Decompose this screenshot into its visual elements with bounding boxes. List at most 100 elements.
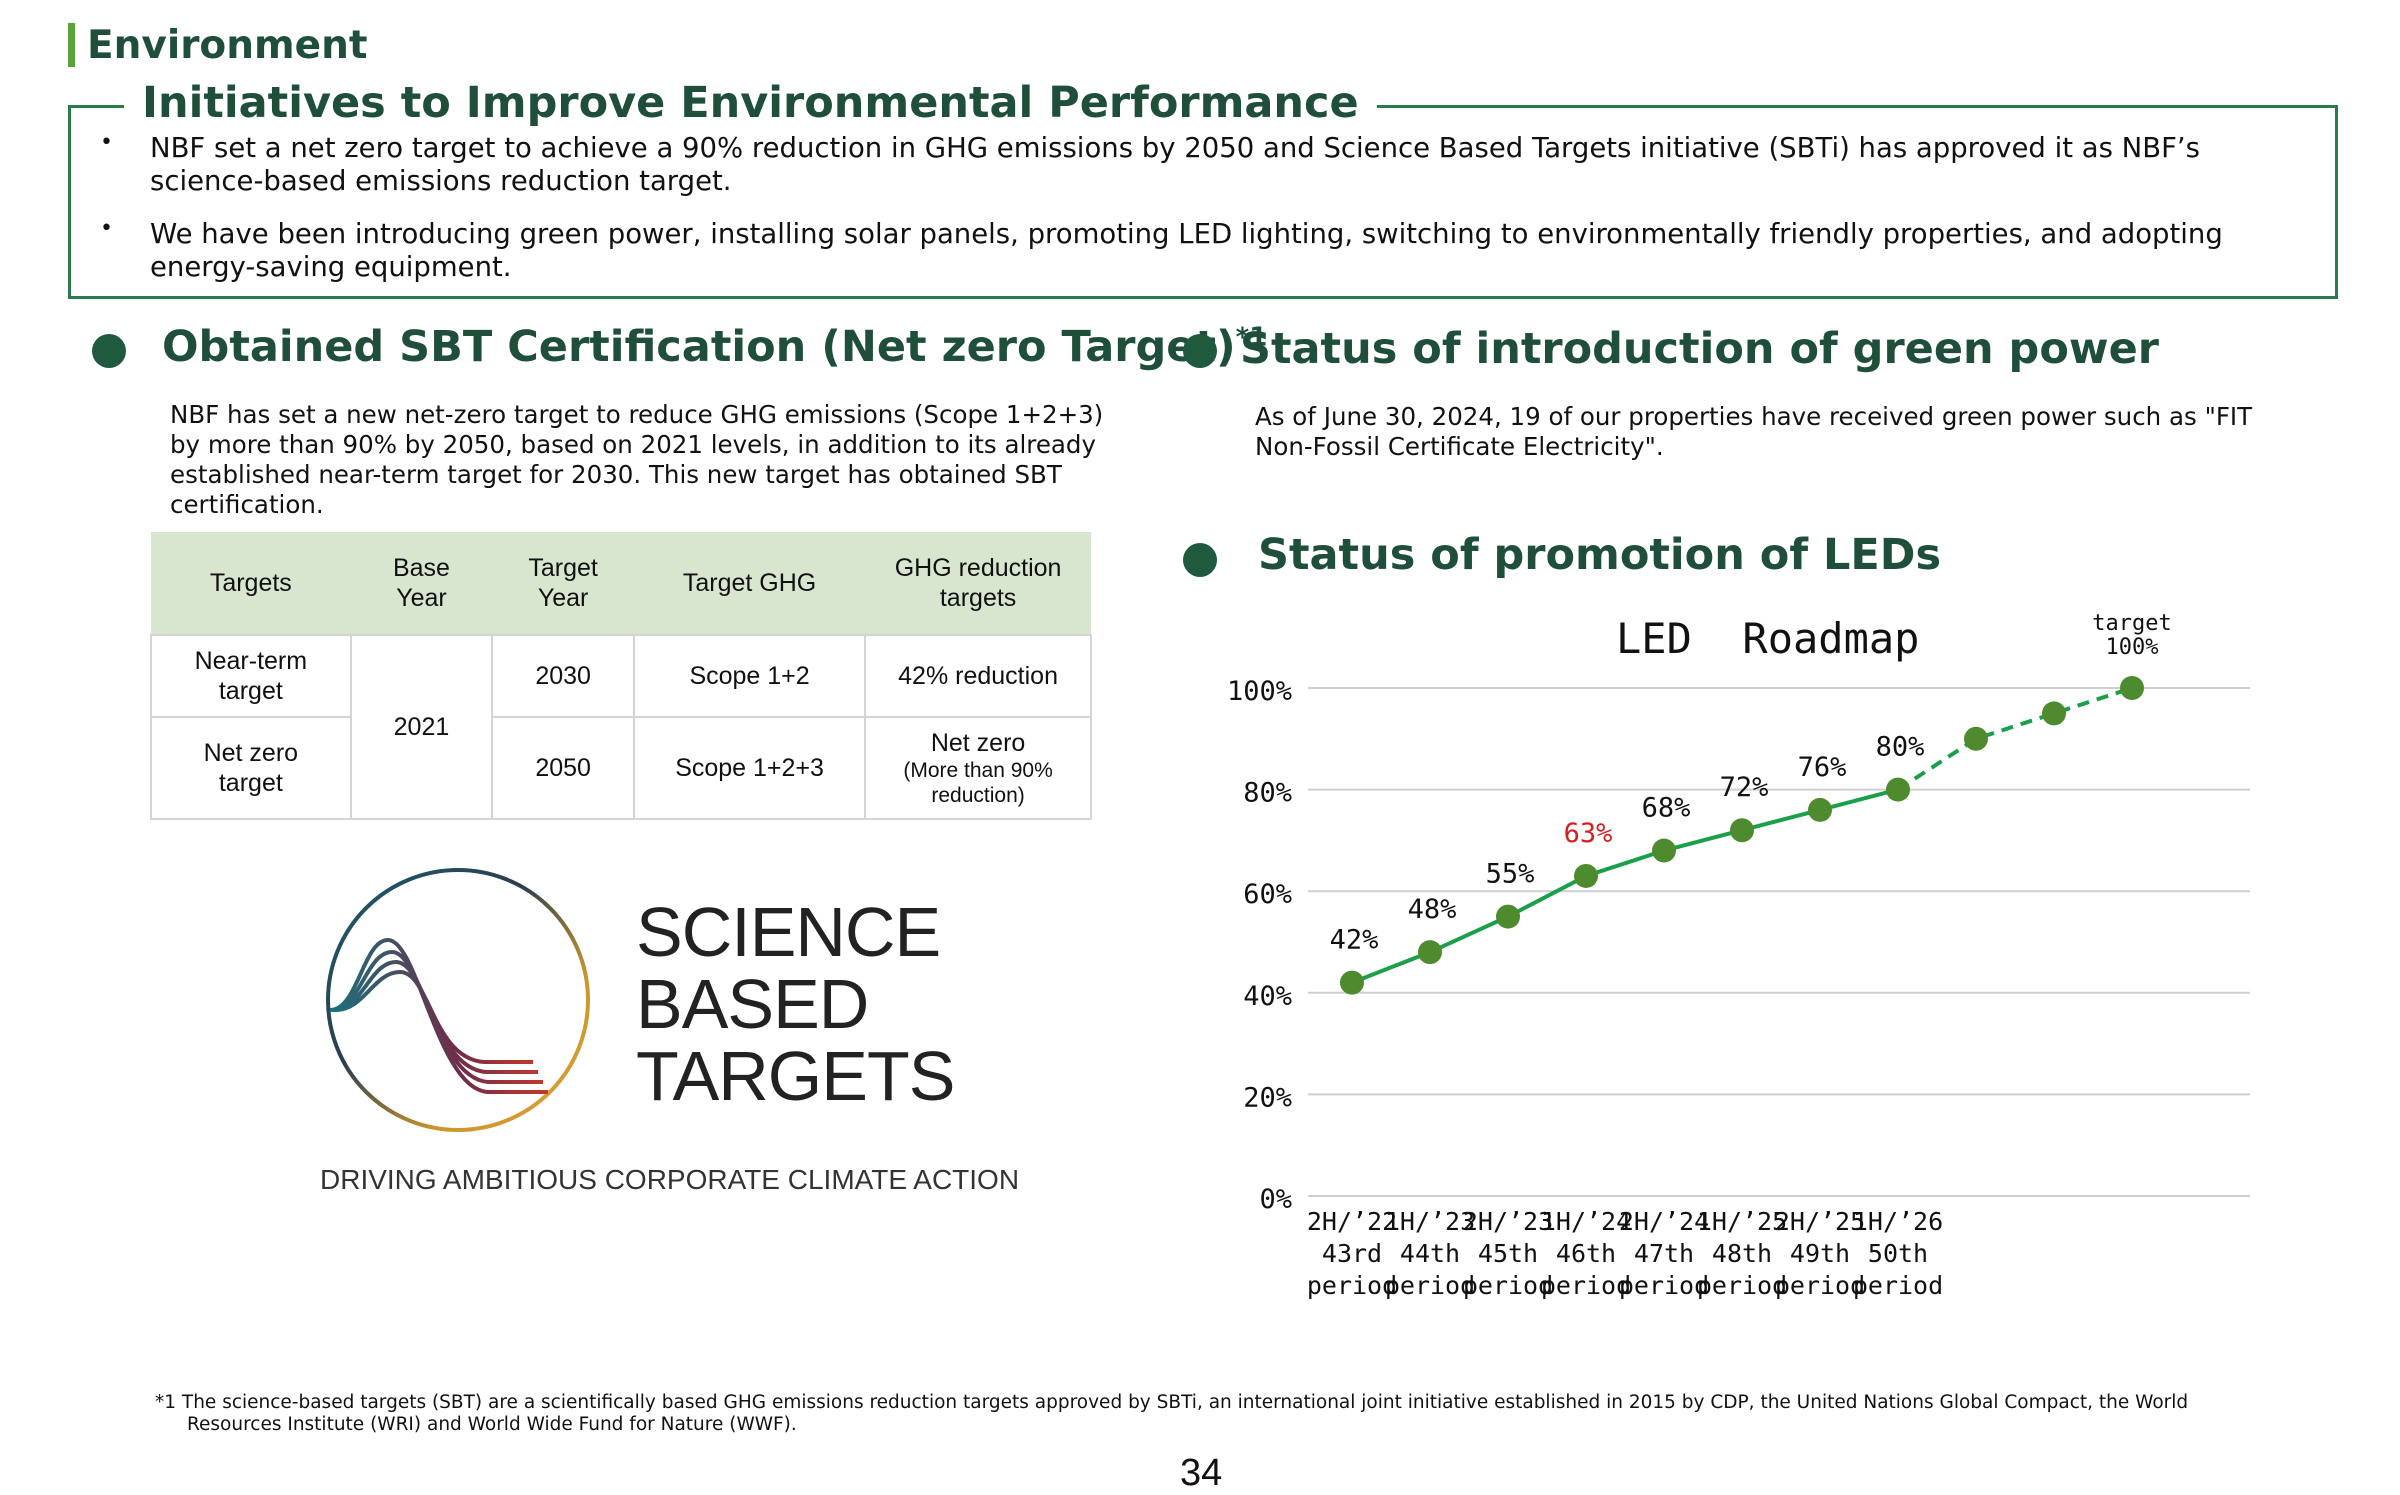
data-label: 55% [1486, 859, 1535, 890]
sbt-description: NBF has set a new net-zero target to red… [170, 400, 1104, 519]
x-tick-label: 1H/’25 [1697, 1207, 1787, 1236]
initiatives-title: Initiatives to Improve Environmental Per… [124, 74, 1377, 132]
x-tick-label: period [1307, 1271, 1397, 1300]
data-point [1652, 838, 1676, 863]
y-tick-label: 100% [1227, 676, 1292, 707]
data-point [1730, 818, 1754, 843]
x-tick-label: period [1541, 1271, 1631, 1300]
led-heading: Status of promotion of LEDs [1258, 530, 1942, 580]
data-label: 80% [1876, 732, 1925, 763]
data-point [1574, 863, 1598, 888]
series-line-target [1896, 686, 2133, 792]
data-label: 63% [1564, 818, 1613, 849]
footnote-marker: *1 [1235, 322, 1268, 353]
x-tick-label: 2H/’25 [1775, 1207, 1865, 1236]
x-tick-label: 1H/’26 [1853, 1207, 1943, 1236]
sbt-logo-tagline: DRIVING AMBITIOUS CORPORATE CLIMATE ACTI… [320, 1164, 1020, 1195]
y-tick-label: 80% [1243, 778, 1292, 809]
table-header: GHG reduction targets [865, 532, 1091, 635]
data-point [1964, 726, 1988, 751]
logo-line: BASED [636, 965, 869, 1043]
y-tick-label: 40% [1243, 981, 1292, 1012]
led-roadmap-chart: 0%20%40%60%80%100%2H/’2243rdperiod1H/’23… [1227, 611, 2250, 1300]
table-header-row: Targets Base Year Target Year Target GHG… [151, 532, 1091, 635]
logo-line: TARGETS [636, 1037, 955, 1115]
footnote-text: *1 The science-based targets (SBT) are a… [155, 1392, 2189, 1435]
x-tick-label: 47th [1634, 1239, 1694, 1268]
section-label: Environment [87, 22, 368, 68]
y-tick-label: 0% [1259, 1184, 1292, 1215]
x-tick-label: 49th [1790, 1239, 1850, 1268]
table-cell: Near-term target [150, 634, 352, 718]
bullet-dot: • [100, 130, 113, 155]
table-row: Net zero target 2050 Scope 1+2+3 Net zer… [150, 716, 1092, 820]
table-cell-base-year: 2021 [349, 634, 494, 820]
data-label: 48% [1408, 894, 1457, 925]
table-cell: Net zero target [150, 716, 352, 820]
data-point [1886, 777, 1910, 802]
x-tick-label: period [1853, 1271, 1943, 1300]
sbt-heading: Obtained SBT Certification (Net zero Tar… [162, 322, 1267, 372]
x-tick-label: 2H/’24 [1619, 1207, 1709, 1236]
data-point [1496, 904, 1520, 929]
data-label: 68% [1642, 793, 1691, 824]
section-accent-bar [68, 23, 75, 67]
table-header: Target GHG [633, 532, 866, 635]
heading-dot-icon [1183, 334, 1217, 368]
x-tick-label: 43rd [1322, 1239, 1382, 1268]
x-tick-label: 2H/’23 [1463, 1207, 1553, 1236]
data-point [1340, 970, 1364, 995]
x-tick-label: 45th [1478, 1239, 1538, 1268]
heading-dot-icon [1183, 543, 1217, 577]
page-number: 34 [1180, 1452, 1223, 1494]
series-line-actual [1351, 787, 1899, 985]
table-cell: Scope 1+2 [632, 634, 867, 718]
table-header: Target Year [492, 532, 634, 635]
y-tick-label: 60% [1243, 879, 1292, 910]
data-point [2042, 701, 2066, 726]
data-label: 76% [1798, 752, 1847, 783]
initiative-bullet: • We have been introducing green power, … [100, 216, 2300, 284]
x-tick-label: period [1463, 1271, 1553, 1300]
data-label: 42% [1330, 925, 1379, 956]
x-tick-label: 48th [1712, 1239, 1772, 1268]
x-tick-label: period [1697, 1271, 1787, 1300]
table-cell: Scope 1+2+3 [632, 716, 867, 820]
sbt-targets-table: Targets Base Year Target Year Target GHG… [150, 532, 1092, 820]
table-row: Near-term target 2021 2030 Scope 1+2 42%… [150, 634, 1092, 820]
chart-title: LED Roadmap [1616, 614, 1920, 663]
data-point [2120, 676, 2144, 700]
bullet-dot: • [100, 216, 113, 241]
green-power-heading: Status of introduction of green power [1240, 324, 2159, 374]
table-cell: 2050 [491, 716, 635, 820]
x-tick-label: 1H/’23 [1385, 1207, 1475, 1236]
x-tick-label: 2H/’22 [1307, 1207, 1397, 1236]
table-cell: 2030 [491, 634, 635, 718]
sbt-logo-mark [326, 868, 590, 1132]
reduction-note: (More than 90% reduction) [903, 759, 1053, 807]
x-tick-label: 1H/’24 [1541, 1207, 1631, 1236]
green-power-text: As of June 30, 2024, 19 of our propertie… [1255, 402, 2253, 461]
heading-dot-icon [92, 334, 126, 368]
x-tick-label: 44th [1400, 1239, 1460, 1268]
x-tick-label: period [1385, 1271, 1475, 1300]
data-point [1418, 940, 1442, 965]
x-tick-label: period [1619, 1271, 1709, 1300]
table-header: Targets [151, 532, 351, 635]
x-tick-label: 46th [1556, 1239, 1616, 1268]
data-point [1808, 797, 1832, 822]
sbt-heading-text: Obtained SBT Certification (Net zero Tar… [162, 322, 1236, 372]
x-tick-label: 50th [1868, 1239, 1928, 1268]
data-label: 72% [1720, 772, 1769, 803]
logo-line: SCIENCE [636, 893, 941, 971]
initiative-bullet: • NBF set a net zero target to achieve a… [100, 130, 2300, 198]
x-tick-label: period [1775, 1271, 1865, 1300]
bullet-text: We have been introducing green power, in… [150, 218, 2223, 283]
sbt-logo-wordmark: SCIENCE BASED TARGETS [636, 893, 955, 1115]
section-tag: Environment [68, 22, 368, 68]
data-label: 100% [2106, 635, 2159, 660]
reduction-text: Net zero [930, 729, 1026, 757]
bullet-text: NBF set a net zero target to achieve a 9… [150, 132, 2200, 197]
footnote: *1 The science-based targets (SBT) are a… [155, 1392, 2235, 1436]
y-tick-label: 20% [1243, 1082, 1292, 1113]
